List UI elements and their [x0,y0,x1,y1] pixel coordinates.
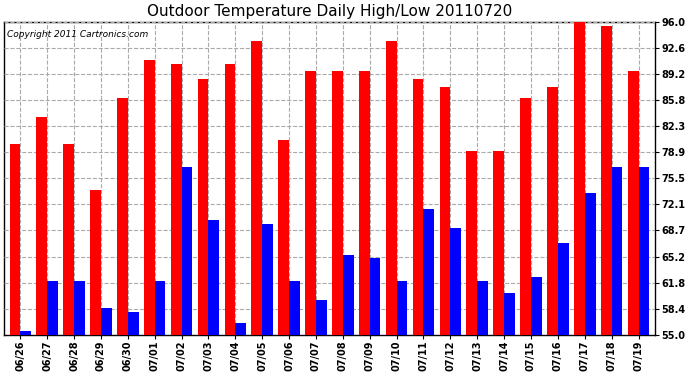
Bar [128,312,139,334]
Bar [601,26,611,334]
Bar [171,64,181,334]
Bar [262,224,273,334]
Title: Outdoor Temperature Daily High/Low 20110720: Outdoor Temperature Daily High/Low 20110… [147,4,512,19]
Bar [305,71,316,334]
Bar [289,281,300,334]
Bar [251,41,262,334]
Bar [628,71,638,334]
Bar [370,258,380,334]
Bar [558,243,569,334]
Bar [20,331,31,334]
Bar [224,64,235,334]
Bar [278,140,289,334]
Bar [198,79,208,334]
Bar [440,87,451,334]
Bar [90,190,101,334]
Bar [144,60,155,334]
Bar [397,281,407,334]
Bar [451,228,461,334]
Bar [477,281,488,334]
Bar [37,117,47,334]
Bar [155,281,166,334]
Bar [235,323,246,334]
Bar [574,22,584,334]
Bar [63,144,74,334]
Bar [386,41,397,334]
Bar [47,281,58,334]
Bar [504,292,515,334]
Bar [424,209,434,334]
Bar [547,87,558,334]
Text: Copyright 2011 Cartronics.com: Copyright 2011 Cartronics.com [8,30,148,39]
Bar [332,71,343,334]
Bar [343,255,353,334]
Bar [531,278,542,334]
Bar [520,98,531,334]
Bar [359,71,370,334]
Bar [10,144,20,334]
Bar [208,220,219,334]
Bar [611,167,622,334]
Bar [584,194,595,334]
Bar [181,167,193,334]
Bar [638,167,649,334]
Bar [493,152,504,334]
Bar [117,98,128,334]
Bar [101,308,112,334]
Bar [316,300,326,334]
Bar [413,79,424,334]
Bar [466,152,477,334]
Bar [74,281,85,334]
